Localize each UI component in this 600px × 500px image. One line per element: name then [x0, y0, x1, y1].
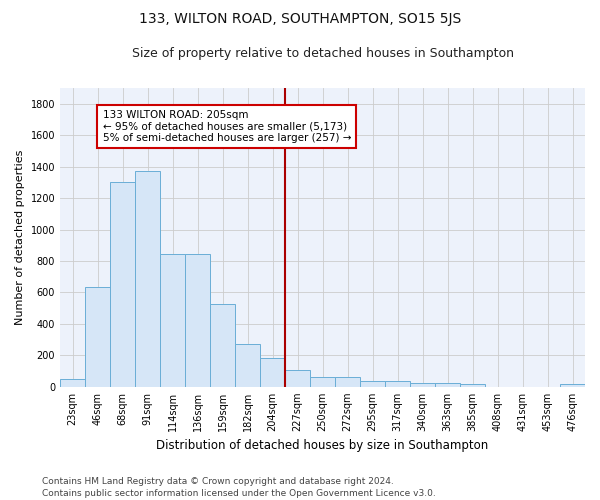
Text: 133, WILTON ROAD, SOUTHAMPTON, SO15 5JS: 133, WILTON ROAD, SOUTHAMPTON, SO15 5JS [139, 12, 461, 26]
Bar [235, 344, 260, 387]
Bar [285, 370, 310, 387]
Bar [110, 182, 135, 387]
Bar [60, 379, 85, 387]
Bar [210, 304, 235, 387]
Title: Size of property relative to detached houses in Southampton: Size of property relative to detached ho… [131, 48, 514, 60]
Bar [460, 384, 485, 387]
Bar [85, 287, 110, 387]
Text: 133 WILTON ROAD: 205sqm
← 95% of detached houses are smaller (5,173)
5% of semi-: 133 WILTON ROAD: 205sqm ← 95% of detache… [103, 110, 351, 144]
Text: Contains HM Land Registry data © Crown copyright and database right 2024.
Contai: Contains HM Land Registry data © Crown c… [42, 476, 436, 498]
Bar [410, 383, 435, 387]
Bar [135, 170, 160, 387]
Bar [360, 381, 385, 387]
Bar [185, 254, 210, 387]
Bar [435, 383, 460, 387]
Bar [160, 254, 185, 387]
Bar [335, 376, 360, 387]
Bar [560, 384, 585, 387]
Y-axis label: Number of detached properties: Number of detached properties [15, 150, 25, 325]
X-axis label: Distribution of detached houses by size in Southampton: Distribution of detached houses by size … [157, 440, 488, 452]
Bar [260, 358, 285, 387]
Bar [310, 376, 335, 387]
Bar [385, 381, 410, 387]
